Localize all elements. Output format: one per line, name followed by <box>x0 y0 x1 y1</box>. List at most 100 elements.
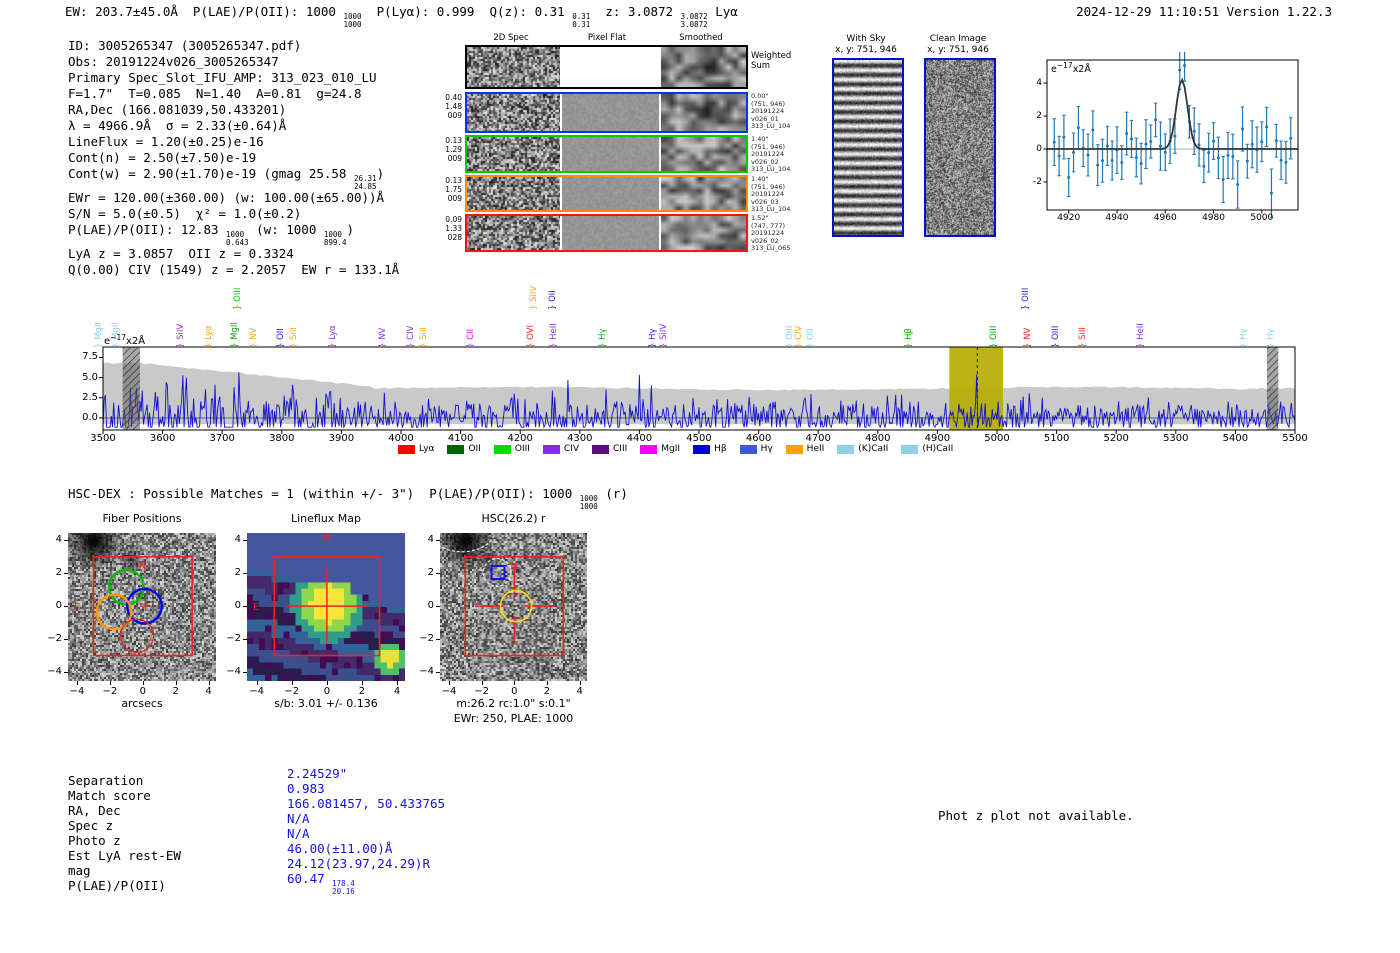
text-run: e <box>104 336 111 347</box>
panel-ytick-mark <box>243 671 247 673</box>
legend-label: CIII <box>613 444 628 454</box>
spectral-line-text: } OIII <box>1021 287 1032 310</box>
text-run: x2Å <box>125 336 146 347</box>
text-run: EWr = 120.00(±360.00) (w: 100.00(±65.00)… <box>68 190 385 205</box>
text-run: λ = 4966.9Å σ = 2.33(±0.64)Å <box>68 118 287 133</box>
panel-ytick-label: 2 <box>55 567 62 579</box>
cutout-row <box>465 45 748 89</box>
fraction-bottom: 24.85 <box>353 181 377 191</box>
legend-item: OII <box>447 444 481 454</box>
legend-label: Lyα <box>419 444 435 454</box>
fraction-bottom: 3.0872 <box>680 19 708 29</box>
panel-xtick-mark <box>514 681 516 685</box>
pixelflat-image <box>562 137 659 171</box>
panel-xtick-label: 0 <box>139 686 146 697</box>
text-run: S/N = 5.0(±0.5) χ² = 1.0(±0.2) <box>68 206 302 221</box>
legend-swatch <box>493 444 511 454</box>
spectral-line-text: } SiIV <box>659 323 670 348</box>
detection-info-block: ID: 3005265347 (3005265347.pdf) Obs: 2019… <box>68 38 399 278</box>
panel-overlay-lineflux_map: NE <box>253 533 381 657</box>
spectral-line-text: } NV <box>1022 327 1033 348</box>
panel-ytick-label: 0 <box>55 600 62 612</box>
panel-ytick-mark <box>436 573 440 575</box>
info-line: F=1.7" T=0.085 N=1.40 A=0.81 g=24.8 <box>68 86 399 102</box>
timestamp-version: 2024-12-29 11:10:51 Version 1.22.3 <box>1076 4 1332 19</box>
photz-note: Phot z plot not available. <box>938 808 1134 823</box>
text-run: P(LAE)/P(OII): 12.83 <box>68 222 227 237</box>
text-run: (r) <box>597 486 628 501</box>
fraction-top: 1000 <box>226 230 245 239</box>
spectrum-unit-label: e−17x2Å <box>104 333 145 347</box>
text-run: 0.983 <box>287 781 325 796</box>
legend-item: Hγ <box>739 444 773 454</box>
panel-ytick-label: 0 <box>427 600 434 612</box>
text-run: F=1.7" T=0.085 N=1.40 A=0.81 g=24.8 <box>68 86 362 101</box>
legend-label: Hγ <box>760 444 773 454</box>
match-table-value: 0.983 <box>287 781 325 797</box>
text-run: 2.24529" <box>287 766 348 781</box>
panel-xtick-label: 4 <box>205 686 212 697</box>
smoothed-image <box>661 216 746 250</box>
text-run: Primary Spec_Slot_IFU_AMP: 313_023_010_L… <box>68 70 377 85</box>
panel-ytick-mark <box>243 606 247 608</box>
legend-swatch <box>398 444 415 454</box>
panel-ytick-label: −4 <box>226 665 241 677</box>
legend-swatch <box>640 444 658 454</box>
panel-xtick-mark <box>397 681 399 685</box>
spectrum-xtick-label: 3500 <box>90 433 116 444</box>
spectrum-xtick-label: 4900 <box>924 433 951 444</box>
panel-xtick-mark <box>481 681 483 685</box>
spectral-line-text: } OII <box>547 290 558 310</box>
spectral-line-text: } Hγ <box>1266 328 1277 348</box>
text-run: LyA z = 3.0857 OII z = 0.3324 <box>68 246 294 261</box>
spectrum-xtick-label: 4000 <box>388 433 414 444</box>
text-run: z: 3.0872 <box>590 4 681 19</box>
cutout-row-annotation: 1.40" (751, 946) 20191224 v026_02 313_LU… <box>751 135 791 174</box>
spectral-line-text: } CIV <box>406 325 417 348</box>
spectrum-xtick-label: 4800 <box>865 433 891 444</box>
info-line: RA,Dec (166.081039,50.433201) <box>68 102 399 118</box>
cutout-column-header: 2D Spec <box>493 33 529 43</box>
cutout-row-weights: 0.13 1.75 009 <box>445 176 462 203</box>
legend-swatch <box>592 444 610 454</box>
sky-panel-title: With Sky x, y: 751, 946 <box>835 34 897 55</box>
cutout-row-weights: 0.09 1.33 028 <box>445 215 462 242</box>
spectrum-xtick-label: 3700 <box>209 433 235 444</box>
panel-xtick-mark <box>142 681 144 685</box>
spec2d-image <box>467 216 560 250</box>
text-run: N/A <box>287 811 310 826</box>
panel-xtick-mark <box>579 681 581 685</box>
panel-title-lineflux_map: Lineflux Map <box>290 512 362 525</box>
fraction-top: 178.4 <box>332 879 355 888</box>
fraction-top: 1000 <box>343 12 362 21</box>
panel-image-lineflux_map <box>247 533 405 681</box>
spectrum-xtick-label: 5100 <box>1043 433 1070 444</box>
lineflux_map-canvas <box>247 533 405 681</box>
info-line: S/N = 5.0(±0.5) χ² = 1.0(±0.2) <box>68 206 399 222</box>
panel-xtick-label: 2 <box>358 686 366 697</box>
text-run: 24.12(23.97,24.29)R <box>287 856 430 871</box>
svg-text:E: E <box>446 602 452 613</box>
fraction-bottom: 1000 <box>579 501 598 511</box>
panel-overlay-hsc_r_cutout: NE <box>440 533 565 657</box>
text-run: HSC-DEX : Possible Matches = 1 (within +… <box>68 486 580 501</box>
spectrum-xtick-label: 3900 <box>328 433 355 444</box>
stacked-fraction: 1000 899.4 <box>324 231 347 246</box>
panel-overlay-fiber_positions: NE <box>74 556 193 657</box>
legend-item: HeII <box>785 444 824 454</box>
legend-label: OII <box>468 444 481 454</box>
panel-ytick-label: −2 <box>419 633 434 645</box>
spectral-line-text: } HeII <box>549 323 560 348</box>
cutout-row <box>465 92 748 133</box>
panel-xtick-mark <box>208 681 210 685</box>
match-table-label: Match score <box>68 788 151 803</box>
panel-xtick-label: −2 <box>474 686 490 697</box>
stacked-fraction: 3.0872 3.0872 <box>681 13 708 28</box>
panel-xtick-label: −4 <box>441 686 457 697</box>
spectrum-xtick-label: 5000 <box>984 433 1010 444</box>
panel-xlabel-hsc_r_cutout: m:26.2 rc:1.0" s:0.1" <box>456 697 571 710</box>
panel-xtick-mark <box>326 681 328 685</box>
fraction-bottom: 0.31 <box>572 19 591 29</box>
panel-xtick-mark <box>77 681 79 685</box>
inset-fit-svg <box>1043 52 1299 218</box>
